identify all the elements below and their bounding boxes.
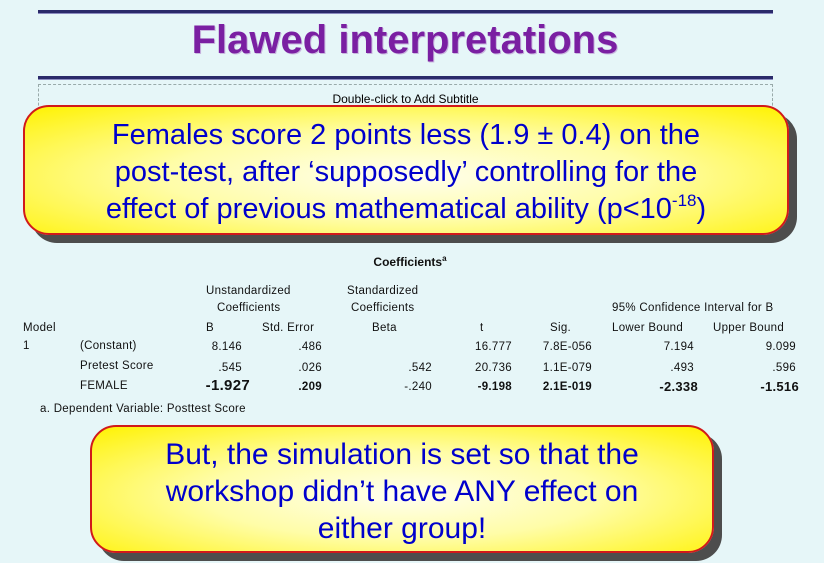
column-sig: Sig. — [550, 322, 572, 334]
cell-b: 8.146 — [211, 341, 242, 353]
table-footnote: a. Dependent Variable: Posttest Score — [40, 403, 246, 415]
footnote-marker: a. — [40, 403, 51, 415]
header-standardized: Standardized — [347, 285, 419, 297]
callout-simulation: But, the simulation is set so that the w… — [90, 425, 714, 553]
model-number: 1 — [23, 340, 30, 352]
cell-upper-bound: 9.099 — [765, 341, 796, 353]
header-unstandardized-coefficients: Coefficients — [217, 302, 281, 314]
table-title-text: Coefficients — [373, 255, 443, 269]
row-label: Pretest Score — [80, 360, 154, 372]
callout-line: Females score 2 points less (1.9 ± 0.4) … — [111, 119, 701, 151]
cell-sig: 7.8E-056 — [542, 341, 592, 353]
header-standardized-coefficients: Coefficients — [351, 302, 415, 314]
callout-line: But, the simulation is set so that the — [165, 438, 639, 471]
cell-upper-bound: -1.516 — [760, 379, 799, 394]
subtitle-placeholder-box[interactable]: Double-click to Add Subtitle — [38, 84, 773, 115]
column-std-error: Std. Error — [262, 322, 315, 334]
callout-females-score: Females score 2 points less (1.9 ± 0.4) … — [23, 105, 789, 235]
slide-title: Flawed interpretations — [191, 18, 619, 62]
header-confidence-interval: 95% Confidence Interval for B — [612, 302, 774, 314]
cell-t: -9.198 — [477, 381, 512, 393]
column-model: Model — [23, 322, 56, 334]
callout-line: workshop didn’t have ANY effect on — [165, 475, 639, 508]
column-t: t — [480, 322, 484, 334]
cell-t: 16.777 — [475, 341, 512, 353]
callout-line: post-test, after ‘supposedly’ controllin… — [114, 156, 698, 188]
cell-lower-bound: .493 — [670, 362, 694, 374]
cell-beta: .542 — [408, 362, 432, 374]
cell-t: 20.736 — [475, 362, 512, 374]
cell-lower-bound: -2.338 — [659, 379, 698, 394]
column-lower-bound: Lower Bound — [612, 322, 684, 334]
callout-line-end: ) — [696, 193, 707, 225]
cell-b: -1.927 — [205, 377, 250, 394]
exponent: -18 — [671, 191, 697, 210]
callout-females-score-text: Females score 2 points less (1.9 ± 0.4) … — [25, 117, 787, 228]
footnote-text: Dependent Variable: Posttest Score — [53, 403, 246, 415]
callout-line: effect of previous mathematical ability … — [25, 191, 787, 228]
table-title: Coefficientsa — [260, 254, 560, 269]
cell-sig: 1.1E-079 — [542, 362, 592, 374]
column-beta: Beta — [372, 322, 397, 334]
column-b: B — [206, 322, 214, 334]
cell-std-error: .026 — [298, 362, 322, 374]
subtitle-placeholder-text: Double-click to Add Subtitle — [332, 92, 479, 106]
cell-lower-bound: 7.194 — [663, 341, 694, 353]
cell-b: .545 — [218, 362, 242, 374]
table-title-footnote-ref: a — [442, 254, 447, 263]
header-unstandardized: Unstandardized — [206, 285, 291, 297]
cell-std-error: .486 — [298, 341, 322, 353]
cell-beta: -.240 — [404, 381, 432, 393]
row-label: (Constant) — [80, 340, 137, 352]
callout-line-main: effect of previous mathematical ability … — [105, 193, 672, 225]
top-rule — [38, 10, 773, 14]
cell-upper-bound: .596 — [772, 362, 796, 374]
callout-simulation-text: But, the simulation is set so that the w… — [92, 436, 712, 547]
row-label: FEMALE — [80, 380, 128, 392]
callout-line: either group! — [317, 512, 487, 545]
title-rule — [38, 76, 773, 80]
column-upper-bound: Upper Bound — [713, 322, 785, 334]
cell-sig: 2.1E-019 — [542, 381, 592, 393]
cell-std-error: .209 — [298, 381, 322, 393]
